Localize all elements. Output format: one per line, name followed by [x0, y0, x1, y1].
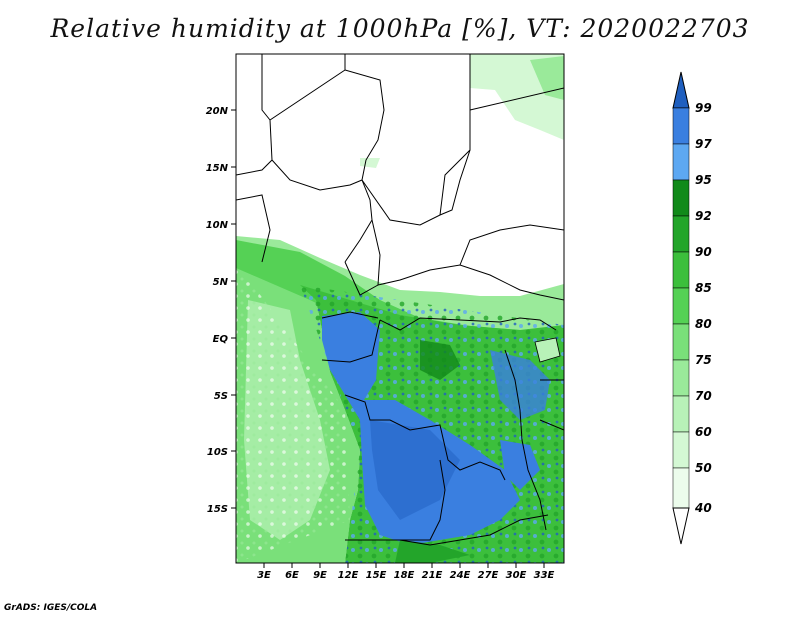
- colorbar-label: 70: [695, 389, 712, 403]
- colorbar-segment: [672, 467, 690, 509]
- chart-title: Relative humidity at 1000hPa [%], VT: 20…: [50, 14, 750, 43]
- lon-tick: 27E: [478, 570, 499, 581]
- lon-tick: 6E: [285, 570, 299, 581]
- country-borders: [236, 54, 564, 546]
- lat-tick: 5N: [213, 277, 229, 288]
- colorbar-label: 85: [695, 281, 712, 295]
- colorbar-segment: [672, 287, 690, 325]
- colorbar-label: 90: [695, 245, 712, 259]
- colorbar-label: 99: [695, 101, 712, 115]
- lat-axis: 20N 15N 10N 5N EQ 5S 10S 15S: [206, 106, 236, 515]
- lat-tick: 5S: [214, 391, 228, 402]
- lon-tick: 30E: [506, 570, 527, 581]
- lat-tick: 10S: [207, 447, 228, 458]
- lon-axis: 3E 6E 9E 12E 15E 18E 21E 24E 27E 30E 33E: [257, 563, 555, 581]
- colorbar-label: 92: [695, 209, 712, 223]
- lat-tick: 15N: [206, 163, 229, 174]
- map-frame: [235, 53, 565, 564]
- lake-victoria: [534, 337, 561, 363]
- colorbar-segment: [672, 107, 690, 145]
- lon-tick: 33E: [534, 570, 555, 581]
- colorbar-segment: [672, 359, 690, 397]
- lon-tick: 12E: [338, 570, 359, 581]
- colorbar-top-arrow: [672, 71, 690, 109]
- colorbar-label: 95: [695, 173, 712, 187]
- colorbar-label: 40: [694, 501, 712, 515]
- colorbar-label: 75: [695, 353, 712, 367]
- colorbar-segment: [672, 395, 690, 433]
- colorbar-segment: [672, 323, 690, 361]
- colorbar-segment: [672, 215, 690, 253]
- humidity-field: [236, 54, 564, 563]
- colorbar-segment: [672, 179, 690, 217]
- lon-tick: 24E: [450, 570, 471, 581]
- colorbar-label: 97: [695, 137, 712, 151]
- lat-tick: EQ: [213, 334, 229, 345]
- lon-tick: 21E: [422, 570, 443, 581]
- lon-tick: 18E: [394, 570, 415, 581]
- lon-tick: 3E: [257, 570, 271, 581]
- colorbar-segment: [672, 251, 690, 289]
- colorbar-label: 80: [695, 317, 712, 331]
- lat-tick: 15S: [207, 504, 228, 515]
- colorbar-segment: [672, 143, 690, 181]
- lat-tick: 10N: [206, 220, 229, 231]
- colorbar-label: 50: [695, 461, 712, 475]
- colorbar-segment: [672, 431, 690, 469]
- colorbar-label: 60: [695, 425, 712, 439]
- colorbar-bottom-arrow: [672, 507, 690, 545]
- colorbar: 99 97 95 92 90 85 80 75 70 60 50 40: [672, 71, 712, 545]
- lon-tick: 9E: [313, 570, 327, 581]
- grads-credit: GrADS: IGES/COLA: [4, 603, 98, 613]
- lon-tick: 15E: [366, 570, 387, 581]
- lat-tick: 20N: [206, 106, 229, 117]
